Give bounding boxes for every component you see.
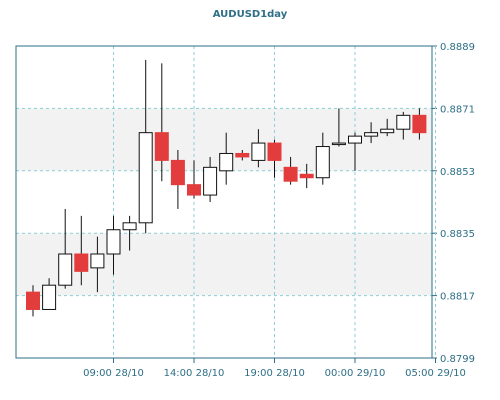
candle-body-bearish — [235, 152, 250, 158]
y-tick-label: 0.8799 — [440, 354, 475, 365]
candle-body-bullish — [219, 152, 234, 172]
candle-body-bullish — [203, 166, 218, 196]
candle-body-bearish — [412, 114, 427, 134]
candle-body-bullish — [138, 132, 153, 224]
chart-title: AUDUSD1day — [212, 9, 288, 20]
x-tick-label: 14:00 28/10 — [164, 368, 225, 379]
candle-body-bullish — [396, 114, 411, 130]
plot-band — [16, 46, 432, 109]
candle-body-bullish — [331, 142, 346, 146]
candle-body-bullish — [106, 229, 121, 255]
x-tick-label: 00:00 29/10 — [325, 368, 386, 379]
candle-body-bearish — [267, 142, 282, 161]
candle-body-bullish — [90, 253, 105, 269]
candle-body-bullish — [122, 222, 137, 231]
candle-body-bullish — [380, 128, 395, 134]
candle-body-bullish — [42, 284, 57, 310]
candle-body-bearish — [26, 291, 40, 310]
y-tick-label: 0.8835 — [440, 229, 475, 240]
x-tick-label: 05:00 29/10 — [405, 368, 466, 379]
candle-body-bearish — [154, 132, 169, 161]
candle-body-bullish — [315, 146, 330, 179]
candle-body-bearish — [170, 159, 185, 186]
candle-body-bearish — [187, 184, 201, 196]
candle-body-bullish — [364, 132, 379, 137]
plot-border — [15, 45, 433, 359]
candle-body-bearish — [74, 253, 89, 272]
y-tick-label: 0.8817 — [440, 292, 475, 303]
candle-body-bullish — [348, 135, 362, 144]
candle-body-bearish — [299, 173, 314, 179]
y-tick-label: 0.8853 — [440, 167, 475, 178]
candle-body-bullish — [251, 142, 266, 161]
candle-body-bullish — [58, 253, 73, 286]
candle-body-bearish — [283, 166, 298, 182]
plot-band — [16, 295, 432, 358]
y-tick-label: 0.8889 — [440, 42, 475, 53]
y-tick-label: 0.8871 — [440, 104, 475, 115]
plot-band — [16, 170, 432, 234]
x-tick-label: 19:00 28/10 — [244, 368, 305, 379]
x-tick-label: 09:00 28/10 — [83, 368, 144, 379]
